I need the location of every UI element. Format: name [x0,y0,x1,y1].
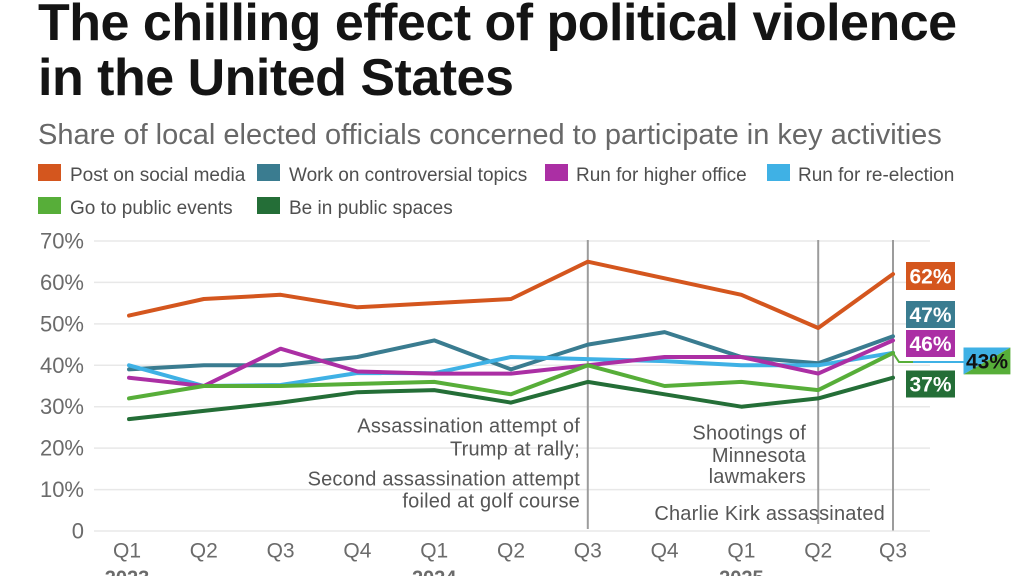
svg-text:Q2: Q2 [190,540,218,563]
svg-text:30%: 30% [40,394,84,419]
svg-text:40%: 40% [40,353,84,378]
svg-text:Second assassination attempt: Second assassination attempt [308,469,581,491]
svg-text:Q2: Q2 [497,540,525,563]
svg-text:foiled at golf course: foiled at golf course [402,491,580,513]
svg-text:Go to public events: Go to public events [70,198,233,219]
svg-text:Post on social media: Post on social media [70,165,246,186]
svg-text:37%: 37% [909,374,951,397]
svg-text:Q3: Q3 [879,540,907,563]
svg-text:Q2: Q2 [804,540,832,563]
svg-text:43%: 43% [966,351,1008,374]
svg-text:Q3: Q3 [267,540,295,563]
svg-text:2023: 2023 [105,568,150,577]
svg-text:50%: 50% [40,311,84,336]
svg-text:0: 0 [72,519,84,544]
svg-text:60%: 60% [40,270,84,295]
svg-text:2024: 2024 [412,568,457,577]
svg-text:Q4: Q4 [651,540,679,563]
svg-text:in the United States: in the United States [38,49,513,107]
svg-text:lawmakers: lawmakers [709,466,806,488]
svg-text:Q1: Q1 [420,540,448,563]
svg-text:20%: 20% [40,436,84,461]
svg-text:Run for re-election: Run for re-election [798,165,954,186]
svg-text:Q3: Q3 [574,540,602,563]
svg-text:70%: 70% [40,229,84,254]
svg-text:Run for higher office: Run for higher office [576,165,747,186]
svg-text:The chilling effect of politic: The chilling effect of political violenc… [38,0,957,52]
svg-text:Trump at rally;: Trump at rally; [450,439,580,461]
svg-text:Q1: Q1 [727,540,755,563]
svg-text:Q1: Q1 [113,540,141,563]
svg-text:46%: 46% [909,333,951,356]
svg-text:Assassination attempt of: Assassination attempt of [357,416,580,438]
svg-text:10%: 10% [40,477,84,502]
svg-text:Shootings of: Shootings of [692,423,806,445]
svg-text:47%: 47% [909,304,951,327]
svg-text:Be in public spaces: Be in public spaces [289,198,453,219]
svg-text:62%: 62% [909,266,951,289]
svg-text:2025: 2025 [719,568,764,577]
svg-text:Q4: Q4 [343,540,371,563]
svg-text:Share of local elected officia: Share of local elected officials concern… [38,119,942,151]
svg-text:Minnesota: Minnesota [712,445,807,467]
svg-text:Work on controversial topics: Work on controversial topics [289,165,527,186]
svg-text:Charlie Kirk assassinated: Charlie Kirk assassinated [654,503,885,525]
